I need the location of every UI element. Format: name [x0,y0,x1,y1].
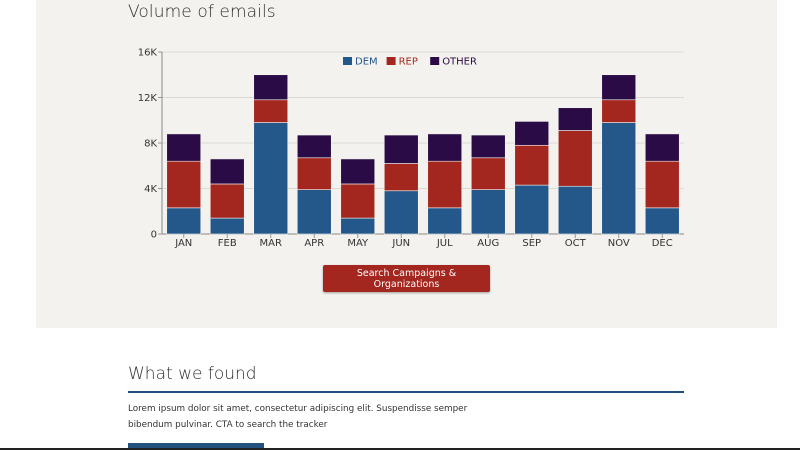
bar-other-jun [383,134,419,164]
y-tick-label: 12K [138,93,158,104]
y-tick-label: 16K [138,48,158,59]
bar-rep-jul [427,160,463,209]
bar-dem-sep [514,184,550,235]
bar-rep-apr [296,157,332,190]
bar-rep-jun [383,163,419,192]
legend-swatch-other [430,57,440,65]
window-bottom-edge [0,448,800,450]
x-tick-label: JAN [174,238,192,249]
bar-other-may [340,158,376,185]
x-tick-label: MAR [260,238,282,249]
bar-dem-apr [296,189,332,235]
x-tick-label: APR [304,238,324,249]
bar-other-jul [427,133,463,162]
chart-section-title: Volume of emails [128,2,276,22]
bar-dem-dec [644,207,680,235]
bar-other-nov [601,74,637,101]
search-campaigns-button-label: Search Campaigns & Organizations [356,267,457,290]
bar-dem-aug [470,189,506,235]
section-divider [128,391,684,393]
bar-rep-dec [644,160,680,209]
x-tick-label: OCT [565,238,587,249]
bar-other-oct [557,107,593,131]
y-tick-label: 8K [144,139,157,150]
legend-swatch-rep [386,57,396,65]
search-tracker-button[interactable] [128,443,264,450]
bar-other-mar [253,74,289,101]
bar-rep-feb [209,183,245,219]
x-tick-label: JUN [391,238,410,249]
bar-rep-sep [514,144,550,186]
x-tick-label: SEP [522,238,541,249]
legend-swatch-dem [343,57,352,65]
legend-label-dem: DEM [355,57,378,68]
y-tick-label: 4K [144,184,157,195]
bar-rep-nov [601,99,637,123]
emails-volume-chart: 0 4K 8K 12K 16K JAN FEB MAR APR MAY JUN JUL AUG SEP OC… [138,48,684,249]
bar-other-feb [209,158,245,185]
bar-other-dec [644,133,680,162]
bar-rep-may [340,183,376,219]
found-section-text: Lorem ipsum dolor sit amet, consectetur … [128,404,468,430]
bar-dem-may [340,217,376,235]
bar-dem-mar [253,122,289,235]
x-tick-label: NOV [608,238,630,249]
bar-dem-jul [427,207,463,235]
bar-other-sep [514,121,550,146]
x-tick-label: JUL [436,238,453,249]
legend-label-rep: REP [399,57,418,68]
bar-rep-aug [470,157,506,190]
search-campaigns-button[interactable]: Search Campaigns & Organizations [323,265,490,292]
bar-other-apr [296,134,332,159]
bar-dem-oct [557,185,593,235]
bar-dem-jan [166,207,202,235]
bar-dem-feb [209,217,245,235]
x-tick-label: MAY [347,238,369,249]
x-tick-label: FEB [218,238,237,249]
bar-rep-mar [253,99,289,123]
x-tick-label: AUG [477,238,499,249]
found-section-title: What we found [128,364,257,384]
x-tick-label: DEC [652,238,673,249]
bar-rep-jan [166,160,202,209]
bar-other-aug [470,134,506,159]
legend-label-other: OTHER [442,57,477,68]
bar-dem-nov [601,122,637,235]
y-tick-label: 0 [151,230,157,241]
bar-dem-jun [383,190,419,235]
bar-rep-oct [557,130,593,187]
bar-other-jan [166,133,202,162]
